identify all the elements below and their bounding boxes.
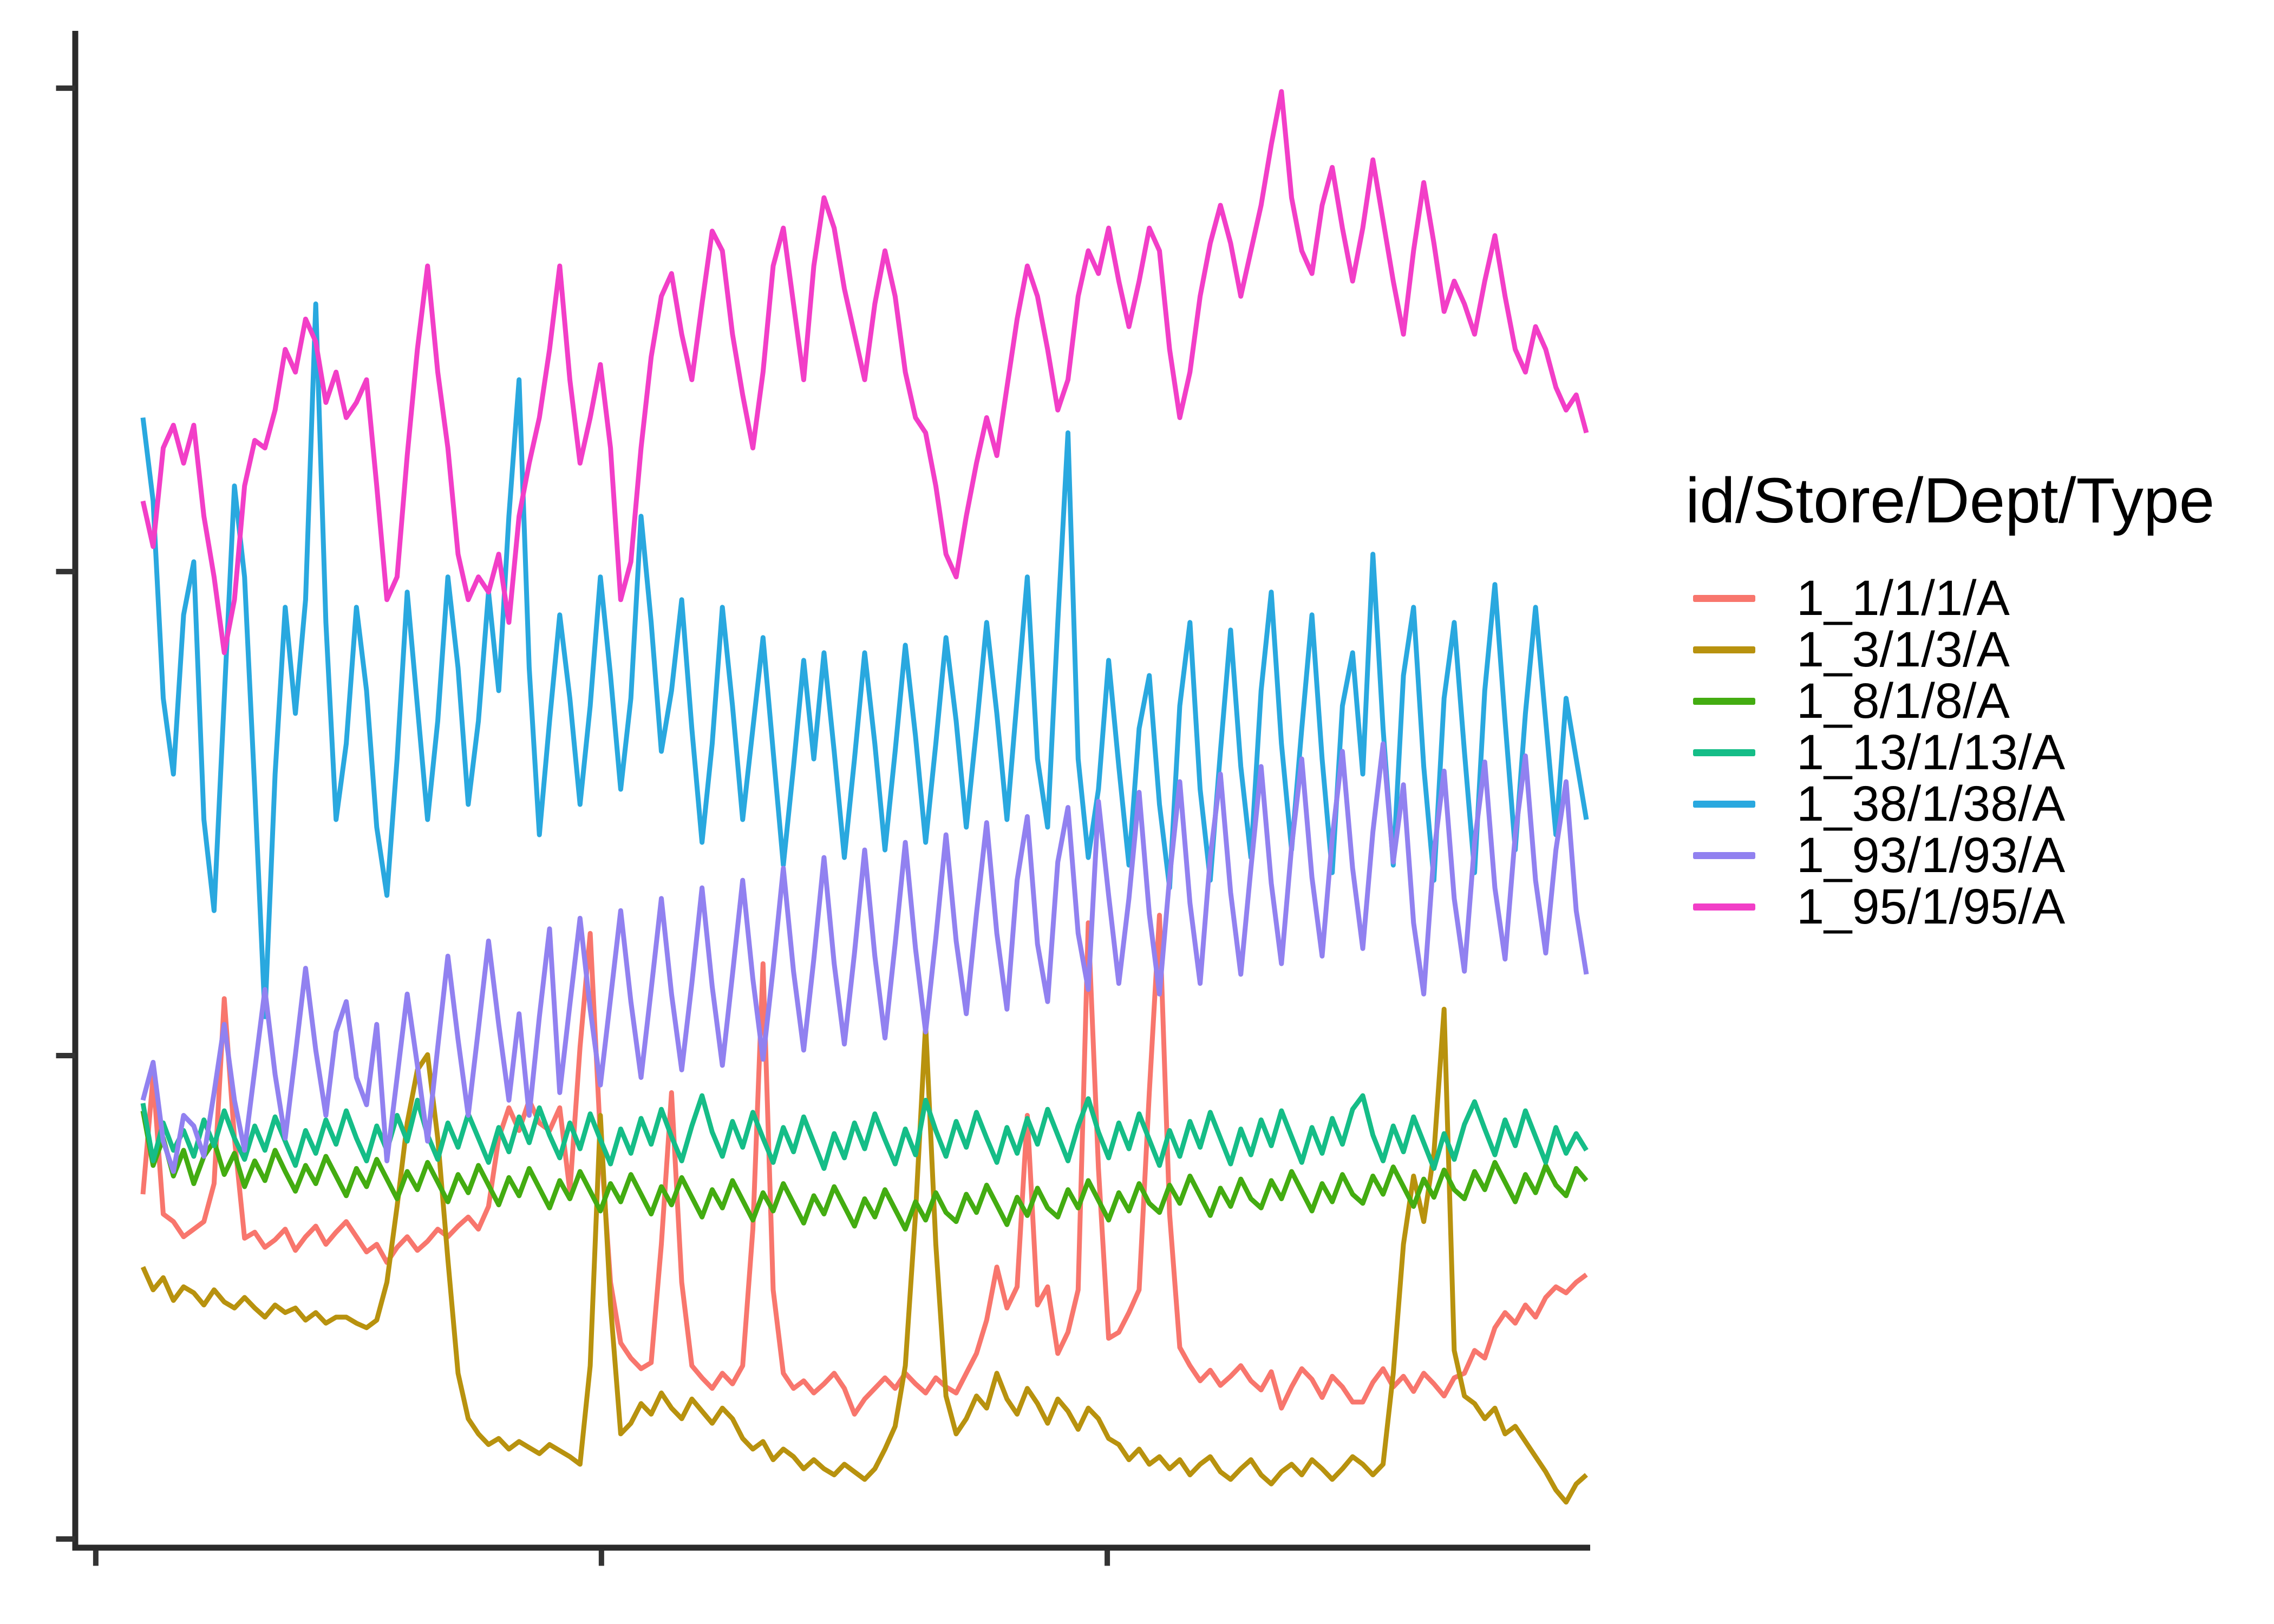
legend-key-line xyxy=(1693,646,1755,653)
legend-key-line xyxy=(1693,852,1755,859)
legend-item: 1_13/1/13/A xyxy=(1685,724,2214,780)
legend-item-label: 1_95/1/95/A xyxy=(1796,879,2066,934)
legend-key-line xyxy=(1693,903,1755,911)
legend-key-line xyxy=(1693,697,1755,705)
series-line-1_1/1/1/A xyxy=(140,913,1588,1417)
legend-item-label: 1_93/1/93/A xyxy=(1796,827,2066,883)
legend-title: id/Store/Dept/Type xyxy=(1685,465,2215,536)
legend-item-label: 1_13/1/13/A xyxy=(1796,724,2066,780)
axes xyxy=(56,31,1590,1566)
legend-key-line xyxy=(1693,800,1755,808)
series-line-1_93/1/93/A xyxy=(140,741,1589,1174)
legend-key-line xyxy=(1693,594,1755,602)
legend-item: 1_3/1/3/A xyxy=(1685,621,2214,677)
legend-key-line xyxy=(1693,749,1755,756)
legend-item: 1_1/1/1/A xyxy=(1685,570,2214,626)
legend-item-label: 1_38/1/38/A xyxy=(1796,776,2066,831)
legend: id/Store/Dept/Type 1_1/1/1/A 1_3/1/3/A 1_8… xyxy=(1685,464,2215,934)
series-line-1_95/1/95/A xyxy=(140,89,1589,656)
series-line-1_38/1/38/A xyxy=(140,301,1589,1019)
series-line-1_8/1/8/A xyxy=(140,1110,1589,1232)
legend-item: 1_93/1/93/A xyxy=(1685,827,2214,883)
legend-item-label: 1_1/1/1/A xyxy=(1796,570,2010,626)
series-lines xyxy=(140,89,1589,1505)
legend-item-list: 1_1/1/1/A 1_3/1/3/A 1_8/1/8/A 1_13/1/13/A 1_… xyxy=(1685,570,2214,934)
legend-item: 1_38/1/38/A xyxy=(1685,776,2214,831)
series-line-1_13/1/13/A xyxy=(140,1093,1589,1171)
legend-item-label: 1_3/1/3/A xyxy=(1796,621,2010,677)
series-line-1_3/1/3/A xyxy=(140,1006,1588,1505)
legend-item: 1_95/1/95/A xyxy=(1685,879,2214,934)
legend-item: 1_8/1/8/A xyxy=(1685,673,2214,729)
legend-item-label: 1_8/1/8/A xyxy=(1796,673,2010,729)
